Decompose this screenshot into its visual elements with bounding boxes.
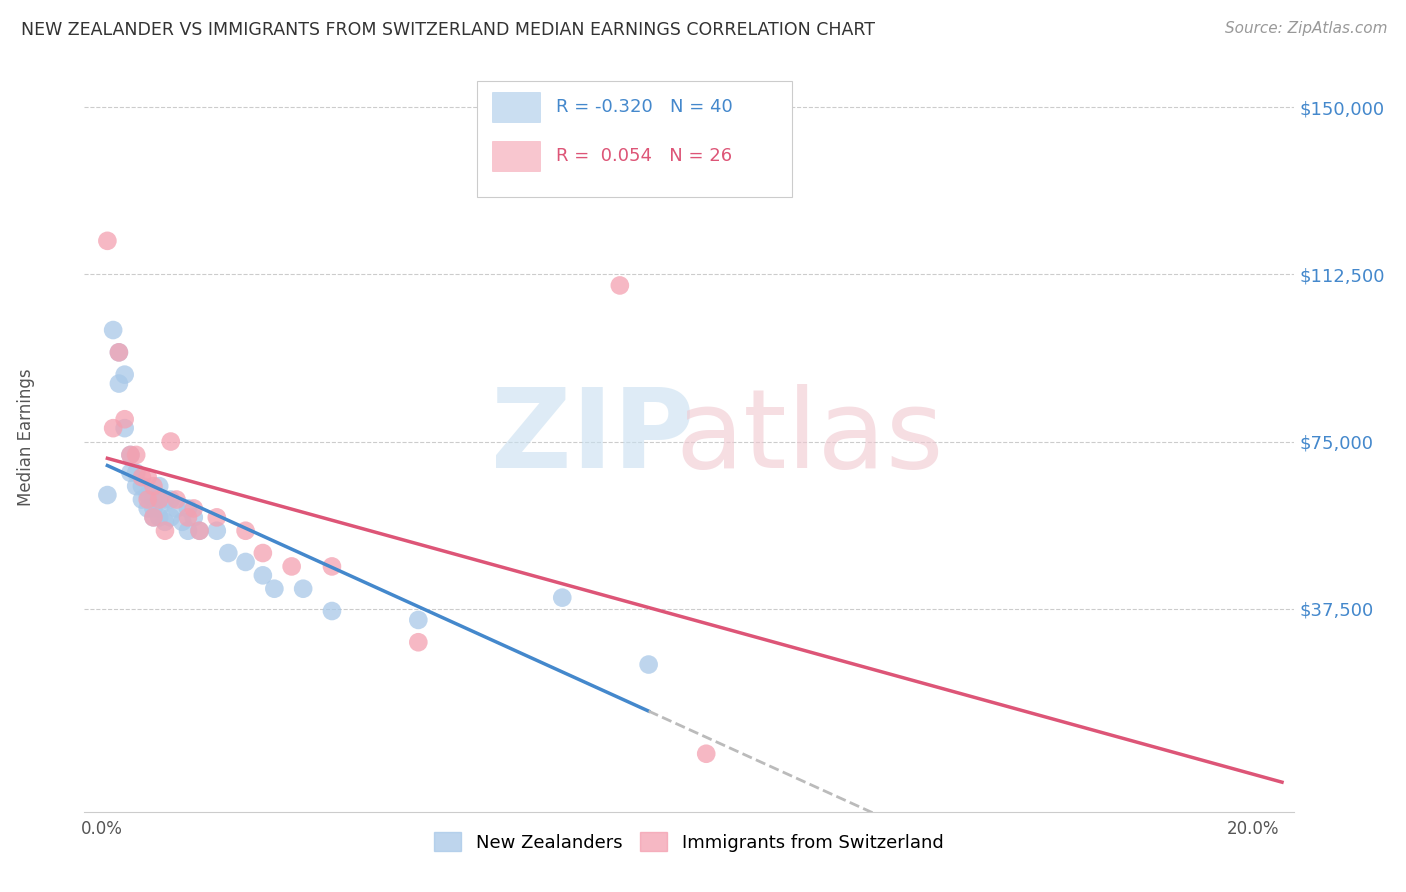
Point: [292, 582, 315, 596]
Point: [609, 278, 631, 293]
Text: NEW ZEALANDER VS IMMIGRANTS FROM SWITZERLAND MEDIAN EARNINGS CORRELATION CHART: NEW ZEALANDER VS IMMIGRANTS FROM SWITZER…: [21, 21, 875, 38]
Point: [166, 501, 188, 516]
Point: [136, 488, 159, 502]
Point: [235, 524, 257, 538]
Point: [125, 448, 148, 462]
Point: [252, 568, 274, 582]
Point: [101, 323, 124, 337]
Point: [153, 515, 176, 529]
Point: [120, 448, 142, 462]
Point: [177, 510, 200, 524]
Point: [108, 376, 131, 391]
Point: [408, 613, 430, 627]
Point: [551, 591, 574, 605]
Point: [142, 510, 165, 524]
Point: [131, 470, 153, 484]
Point: [637, 657, 659, 672]
Point: [205, 524, 228, 538]
Point: [120, 466, 142, 480]
Point: [695, 747, 717, 761]
Point: [183, 510, 205, 524]
Text: Median Earnings: Median Earnings: [17, 368, 35, 506]
Point: [131, 492, 153, 507]
Point: [153, 524, 176, 538]
Point: [159, 492, 181, 507]
Point: [205, 510, 228, 524]
Point: [96, 234, 118, 248]
Point: [235, 555, 257, 569]
Point: [183, 501, 205, 516]
Point: [136, 501, 159, 516]
Point: [217, 546, 239, 560]
Point: [321, 604, 343, 618]
Point: [188, 524, 211, 538]
Point: [142, 479, 165, 493]
Point: [142, 492, 165, 507]
Point: [114, 421, 136, 435]
Point: [148, 501, 170, 516]
Point: [114, 412, 136, 426]
Text: R =  0.054   N = 26: R = 0.054 N = 26: [555, 147, 733, 165]
Point: [131, 479, 153, 493]
FancyBboxPatch shape: [478, 81, 792, 197]
Point: [108, 345, 131, 359]
Point: [148, 510, 170, 524]
Text: atlas: atlas: [676, 384, 943, 491]
Point: [96, 488, 118, 502]
Point: [108, 345, 131, 359]
Point: [114, 368, 136, 382]
Text: ZIP: ZIP: [491, 384, 695, 491]
Point: [120, 448, 142, 462]
Point: [159, 434, 181, 449]
Text: R = -0.320   N = 40: R = -0.320 N = 40: [555, 98, 733, 116]
Point: [177, 501, 200, 516]
Point: [172, 515, 194, 529]
Point: [177, 524, 200, 538]
Point: [136, 492, 159, 507]
Text: Source: ZipAtlas.com: Source: ZipAtlas.com: [1225, 21, 1388, 36]
Point: [136, 470, 159, 484]
Point: [188, 524, 211, 538]
Point: [148, 492, 170, 507]
Legend: New Zealanders, Immigrants from Switzerland: New Zealanders, Immigrants from Switzerl…: [427, 825, 950, 859]
Point: [101, 421, 124, 435]
Point: [166, 492, 188, 507]
FancyBboxPatch shape: [492, 141, 540, 171]
Point: [252, 546, 274, 560]
Point: [125, 466, 148, 480]
Point: [148, 479, 170, 493]
Point: [321, 559, 343, 574]
Point: [280, 559, 302, 574]
Point: [125, 479, 148, 493]
Point: [153, 492, 176, 507]
Point: [142, 510, 165, 524]
FancyBboxPatch shape: [492, 93, 540, 122]
Point: [159, 510, 181, 524]
Point: [263, 582, 285, 596]
Point: [408, 635, 430, 649]
Point: [142, 501, 165, 516]
